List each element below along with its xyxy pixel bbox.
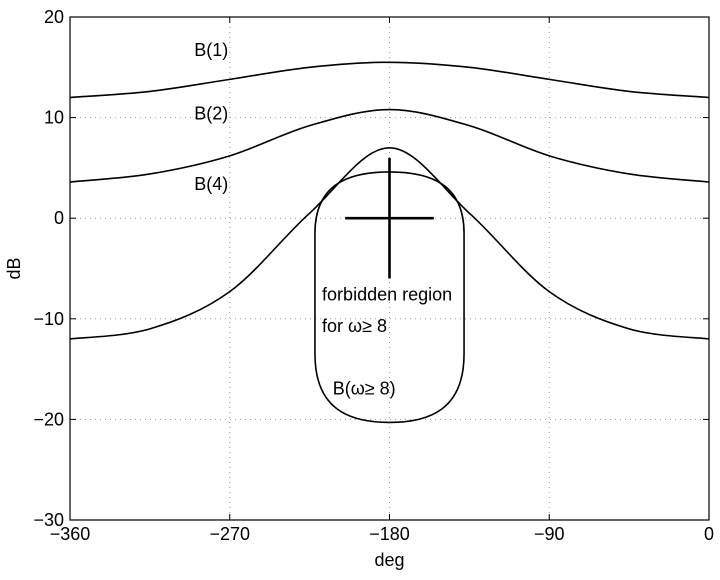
y-tick-label: 10	[44, 108, 64, 128]
tick-marks	[69, 16, 710, 521]
y-axis-label: dB	[4, 257, 24, 279]
x-tick-label: −360	[50, 524, 91, 544]
x-axis-label: deg	[374, 550, 404, 570]
annotation-2: B(2)	[194, 104, 228, 124]
y-tick-label: −20	[33, 409, 64, 429]
annotation-5: for ω≥ 8	[322, 316, 387, 336]
annotation-3: B(4)	[194, 174, 228, 194]
annotations: B(1) B(2) B(4) forbidden region for ω≥ 8 B(ω≥…	[194, 40, 452, 398]
x-tick-label: −180	[369, 524, 410, 544]
annotation-6: B(ω≥ 8)	[333, 378, 396, 398]
series-line-3	[69, 146, 710, 340]
critical-point-cross	[345, 157, 434, 279]
forbidden-region-layer	[314, 171, 465, 424]
y-tick-label: 0	[54, 208, 64, 228]
series-line-1	[69, 61, 710, 99]
forbidden-region-boundary	[314, 171, 465, 424]
annotation-4: forbidden region	[322, 285, 452, 305]
x-tick-label: −90	[534, 524, 565, 544]
y-tick-label: −30	[33, 510, 64, 530]
y-tick-labels: −30 −20 −10 0 10 20	[33, 7, 64, 530]
x-tick-label: 0	[704, 524, 714, 544]
series-line-2	[69, 108, 710, 183]
annotation-1: B(1)	[194, 40, 228, 60]
x-tick-label: −270	[209, 524, 250, 544]
y-tick-label: 20	[44, 7, 64, 27]
x-tick-labels: −360 −270 −180 −90 0	[50, 524, 714, 544]
y-tick-label: −10	[33, 309, 64, 329]
series-layer	[69, 61, 710, 340]
